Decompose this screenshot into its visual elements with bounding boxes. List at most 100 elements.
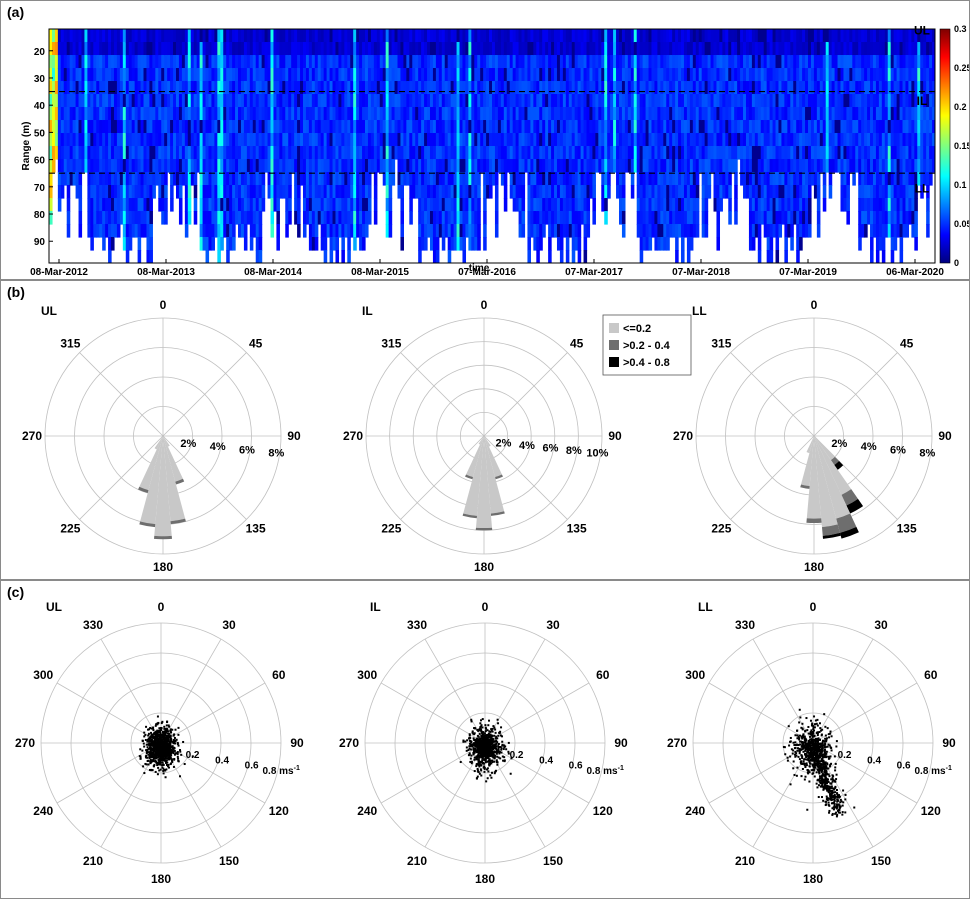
legend-swatch-low: [609, 323, 619, 333]
heatmap-cell: [734, 211, 738, 225]
heatmap-cell: [392, 159, 396, 173]
rose-angle-label: 0: [160, 298, 167, 312]
heatmap-cell: [817, 211, 821, 225]
heatmap-cell: [102, 237, 106, 251]
heatmap-cell: [758, 237, 762, 251]
heatmap-cell: [188, 198, 192, 212]
rose-radial-label: 8%: [268, 447, 284, 459]
colorbar-tick-label: 0.1: [954, 180, 967, 190]
y-axis-label: Range (m): [21, 122, 32, 171]
rose-angle-label: 315: [381, 336, 401, 350]
rose-wedge: [154, 536, 172, 539]
heatmap-cell: [560, 250, 564, 264]
x-tick-label: 08-Mar-2015: [351, 267, 409, 278]
layer-label: UL: [914, 23, 930, 37]
heatmap-cell: [539, 237, 543, 251]
heatmap-cell: [823, 198, 827, 212]
heatmap-cell: [864, 224, 868, 238]
scatter-point: [148, 763, 150, 765]
heatmap-cell: [232, 237, 236, 251]
heatmap-cell: [808, 211, 812, 225]
heatmap-cell: [335, 237, 339, 251]
heatmap-cell: [365, 224, 369, 238]
heatmap-cell: [368, 211, 372, 225]
heatmap-cell: [846, 172, 850, 186]
heatmap-cell: [164, 185, 168, 199]
heatmap-cell: [129, 237, 133, 251]
scatter-grid-spoke: [161, 683, 265, 743]
heatmap-cell: [297, 211, 301, 225]
colorbar-tick-label: 0.25: [954, 63, 969, 73]
heatmap-cell: [696, 211, 700, 225]
heatmap-cell: [477, 224, 481, 238]
heatmap-cell: [477, 237, 481, 251]
rose-angle-label: 45: [249, 336, 263, 350]
x-axis-label: time: [469, 263, 490, 274]
rose-radial-label: 4%: [861, 441, 877, 453]
heatmap-cell: [424, 237, 428, 251]
heatmap-cell: [914, 198, 918, 212]
y-tick-label: 70: [34, 183, 46, 194]
heatmap-cell: [527, 250, 531, 264]
heatmap-cell: [368, 198, 372, 212]
heatmap-cell: [846, 198, 850, 212]
heatmap-cell: [211, 237, 215, 251]
heatmap-cell: [891, 250, 895, 264]
heatmap-cell: [477, 185, 481, 199]
scatter-grid-spoke: [101, 743, 161, 847]
heatmap-cell: [374, 198, 378, 212]
heatmap-cell: [285, 224, 289, 238]
heatmap-cell: [666, 237, 670, 251]
rose-wedge: [806, 518, 821, 523]
heatmap-cell: [67, 224, 71, 238]
heatmap-cell: [206, 250, 210, 264]
heatmap-cell: [117, 224, 121, 238]
heatmap-cell: [288, 172, 292, 186]
rose-grid-spoke: [401, 353, 484, 436]
heatmap-cell: [297, 198, 301, 212]
colorbar-tick-label: 0.15: [954, 141, 969, 151]
rose-title: UL: [41, 304, 57, 318]
heatmap-cell: [250, 237, 254, 251]
colorbar-tick-label: 0: [954, 258, 959, 268]
colorbar-ticks: 00.050.10.150.20.250.3: [954, 24, 969, 268]
heatmap-cell: [152, 185, 156, 199]
heatmap-cell: [389, 224, 393, 238]
heatmap-cell: [392, 172, 396, 186]
heatmap-cell: [592, 211, 596, 225]
heatmap-cell: [578, 224, 582, 238]
heatmap-cell: [687, 250, 691, 264]
rose-angle-label: 135: [897, 522, 917, 536]
rose-angle-label: 225: [711, 522, 731, 536]
heatmap-cell: [276, 198, 280, 212]
rose-angle-label: 90: [938, 429, 952, 443]
scatter-point: [155, 771, 157, 773]
heatmap-cell: [882, 237, 886, 251]
heatmap-cell: [894, 237, 898, 251]
scatter-grid-spoke: [57, 743, 161, 803]
rose-angle-label: 180: [474, 560, 494, 574]
heatmap-cell: [495, 185, 499, 199]
y-tick-label: 30: [34, 74, 46, 85]
rose-title: IL: [362, 304, 373, 318]
heatmap-cell: [271, 224, 275, 238]
rose-angle-label: 45: [900, 336, 914, 350]
rose-angle-label: 270: [673, 429, 693, 443]
heatmap-cell: [705, 198, 709, 212]
heatmap-cell: [347, 250, 351, 264]
x-tick-label: 08-Mar-2014: [244, 267, 302, 278]
colorbar-tick-label: 0.05: [954, 219, 969, 229]
heatmap-cell: [905, 224, 909, 238]
heatmap-cell: [504, 172, 508, 186]
heatmap-cell: [79, 224, 83, 238]
y-tick-label: 60: [34, 156, 46, 167]
heatmap-cell: [607, 172, 611, 186]
heatmap-cell: [409, 211, 413, 225]
heatmap-cell: [852, 172, 856, 186]
heatmap-cell: [67, 185, 71, 199]
